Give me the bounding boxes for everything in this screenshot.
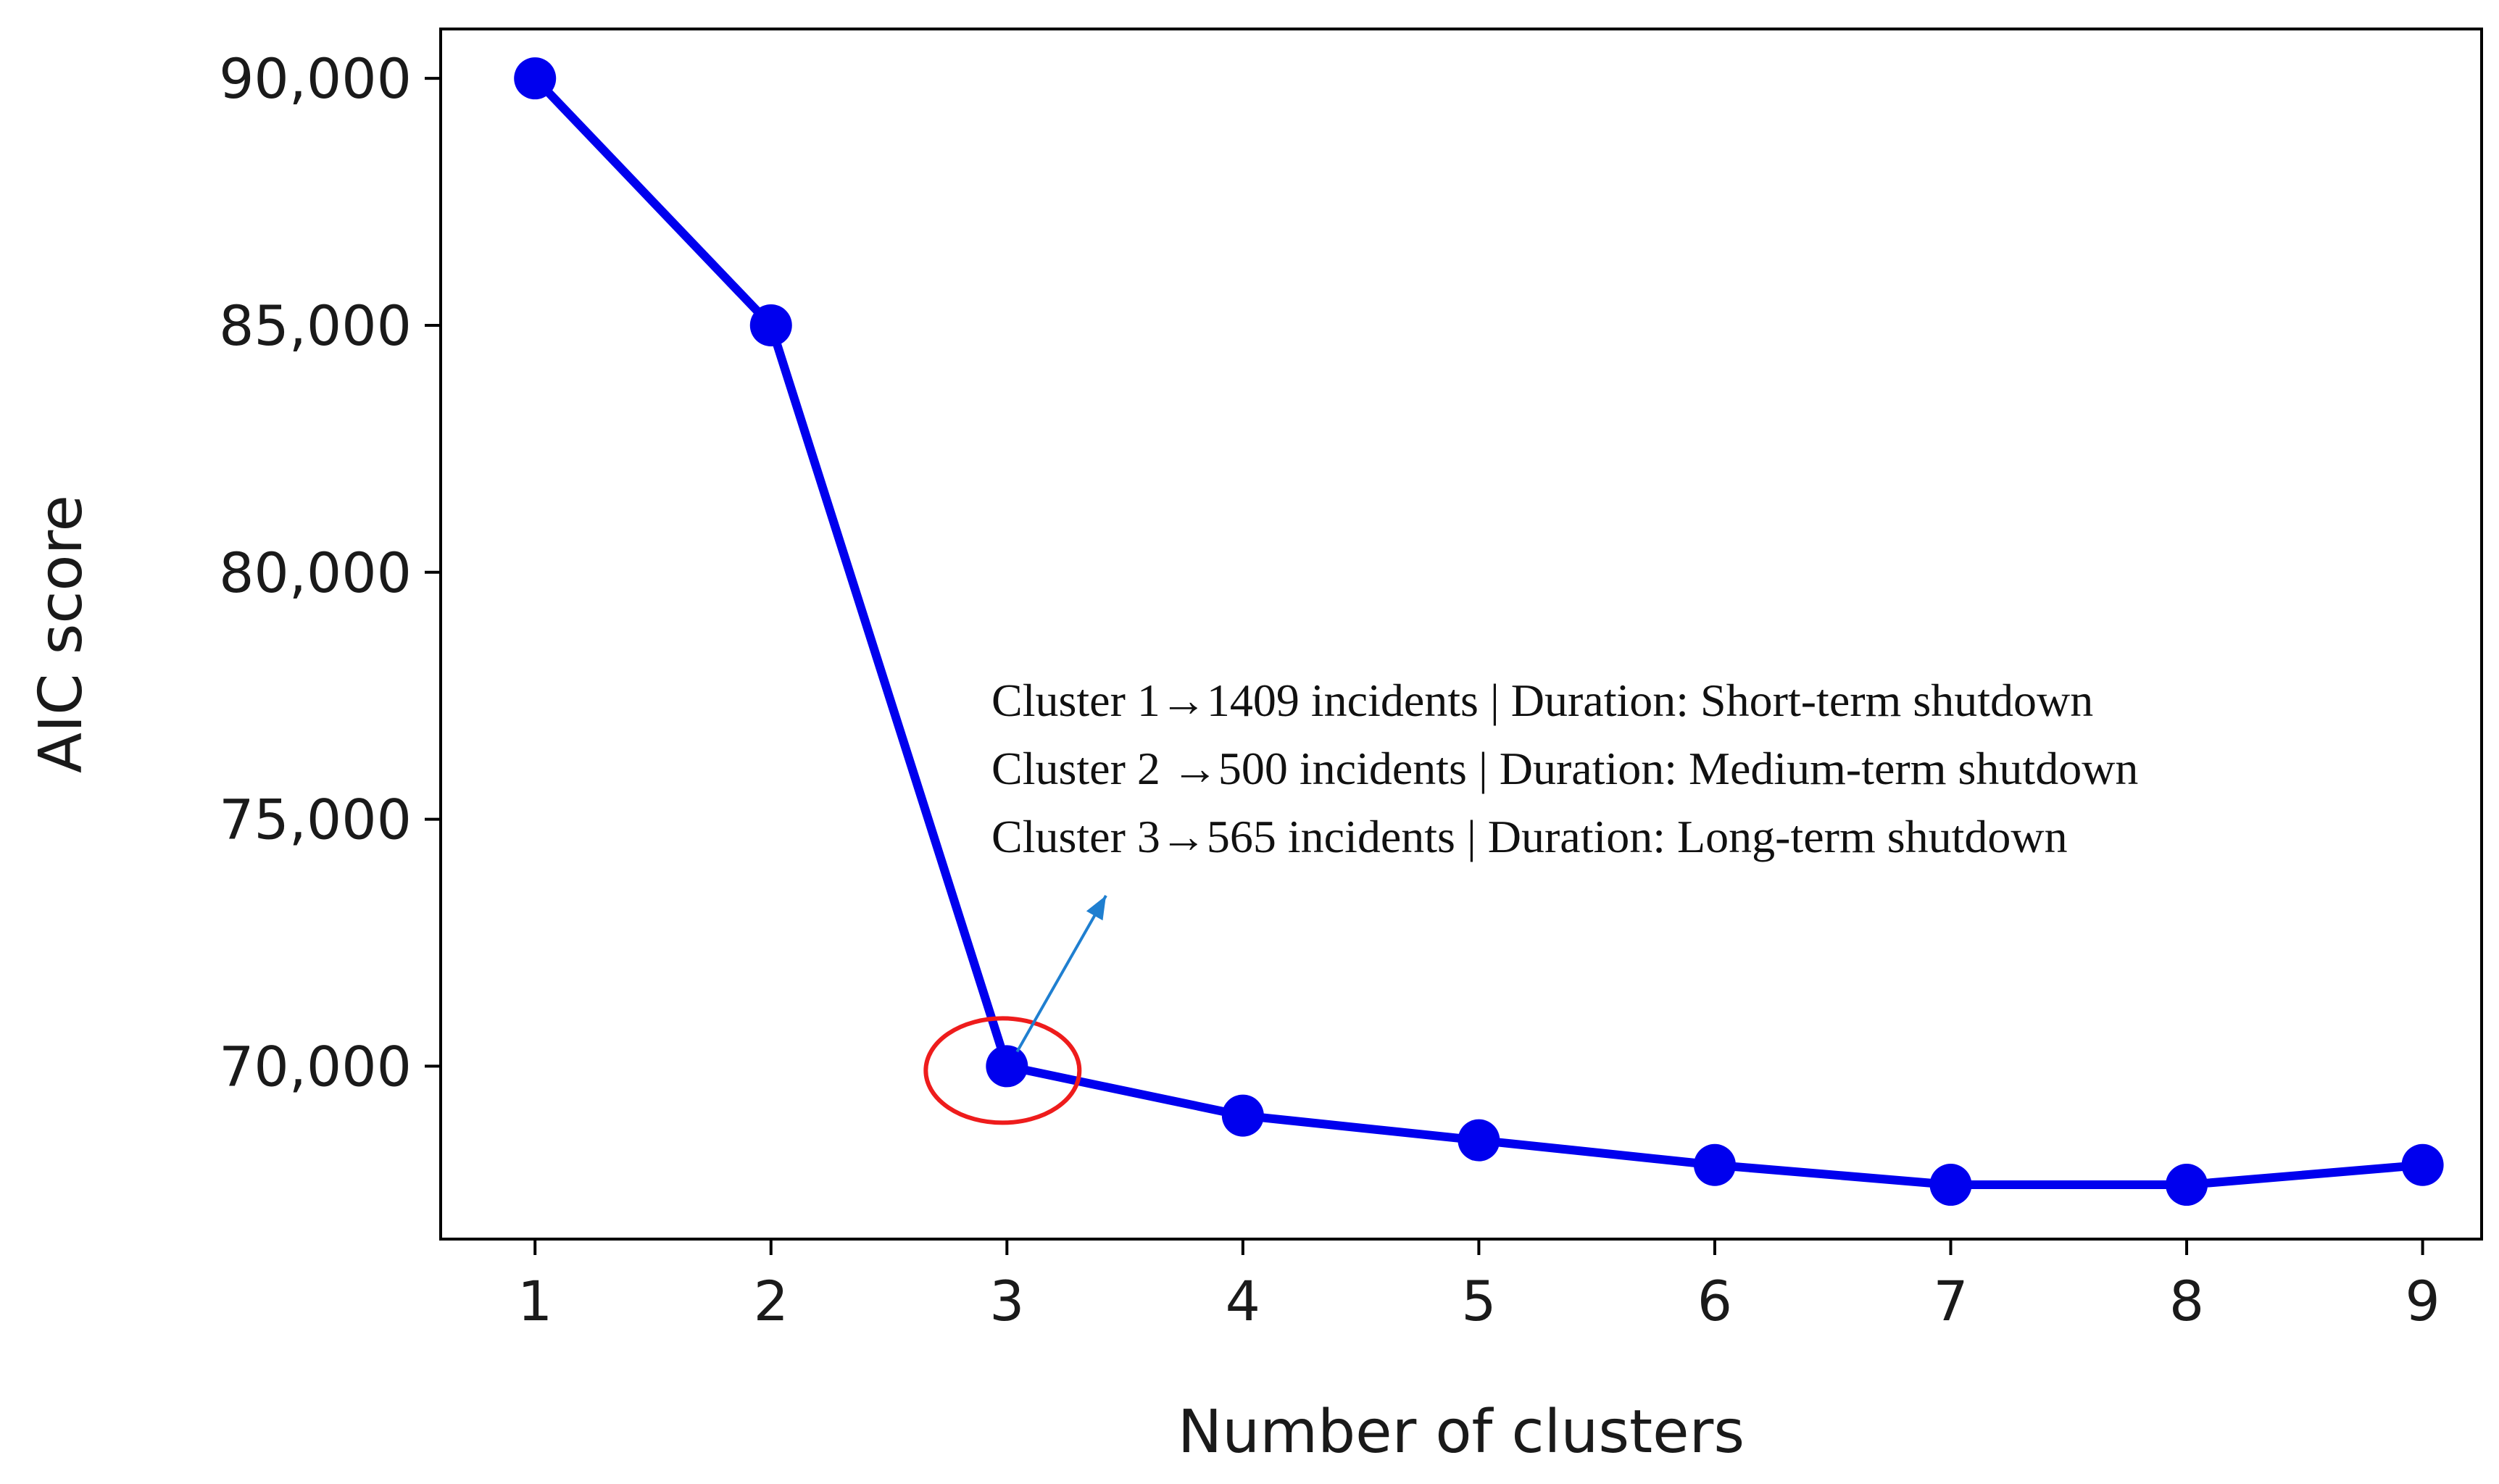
x-tick-label: 7 [1933, 1269, 1968, 1333]
x-tick-label: 8 [2169, 1269, 2204, 1333]
highlight-layer [923, 895, 1107, 1125]
data-point [1929, 1164, 1972, 1206]
y-axis-label: AIC score [27, 495, 96, 773]
x-tick-label: 4 [1226, 1269, 1260, 1333]
data-point [514, 57, 557, 100]
series-line [531, 74, 2427, 1190]
axis-tick-labels: 1 2 3 4 5 6 7 8 9 70,000 75,000 80,000 85,000 90,000 [219, 46, 2440, 1333]
data-point [986, 1045, 1028, 1088]
plot-frame [439, 28, 2483, 1241]
annotation-block: Cluster 1→1409 incidents | Duration: Sho… [991, 675, 2138, 862]
data-point [2401, 1143, 2444, 1186]
highlight-ellipse [923, 1016, 1082, 1125]
annotation-cluster-3: Cluster 3→565 incidents | Duration: Long… [991, 811, 2068, 862]
axis-ticks [425, 77, 2424, 1255]
data-point [749, 304, 792, 346]
annotation-arrow-head [1086, 896, 1106, 921]
annotation-cluster-2: Cluster 2 →500 incidents | Duration: Med… [991, 743, 2138, 794]
x-tick-label: 5 [1461, 1269, 1496, 1333]
x-tick-label: 1 [517, 1269, 552, 1333]
y-tick-label: 90,000 [219, 46, 412, 111]
data-point [1458, 1119, 1500, 1162]
annotation-cluster-1: Cluster 1→1409 incidents | Duration: Sho… [991, 675, 2093, 726]
data-point [2166, 1164, 2208, 1206]
x-tick-label: 3 [989, 1269, 1024, 1333]
x-tick-label: 6 [1697, 1269, 1732, 1333]
y-tick-label: 80,000 [219, 541, 412, 605]
y-tick-label: 70,000 [219, 1034, 412, 1099]
x-axis-label: Number of clusters [1178, 1398, 1745, 1467]
x-tick-label: 9 [2405, 1269, 2440, 1333]
y-tick-label: 75,000 [219, 788, 412, 852]
annotation-arrow-shaft [1015, 895, 1107, 1053]
x-tick-label: 2 [754, 1269, 789, 1333]
y-tick-label: 85,000 [219, 293, 412, 358]
data-point [1693, 1143, 1736, 1186]
data-point [1221, 1094, 1264, 1137]
series-layer [514, 57, 2444, 1206]
